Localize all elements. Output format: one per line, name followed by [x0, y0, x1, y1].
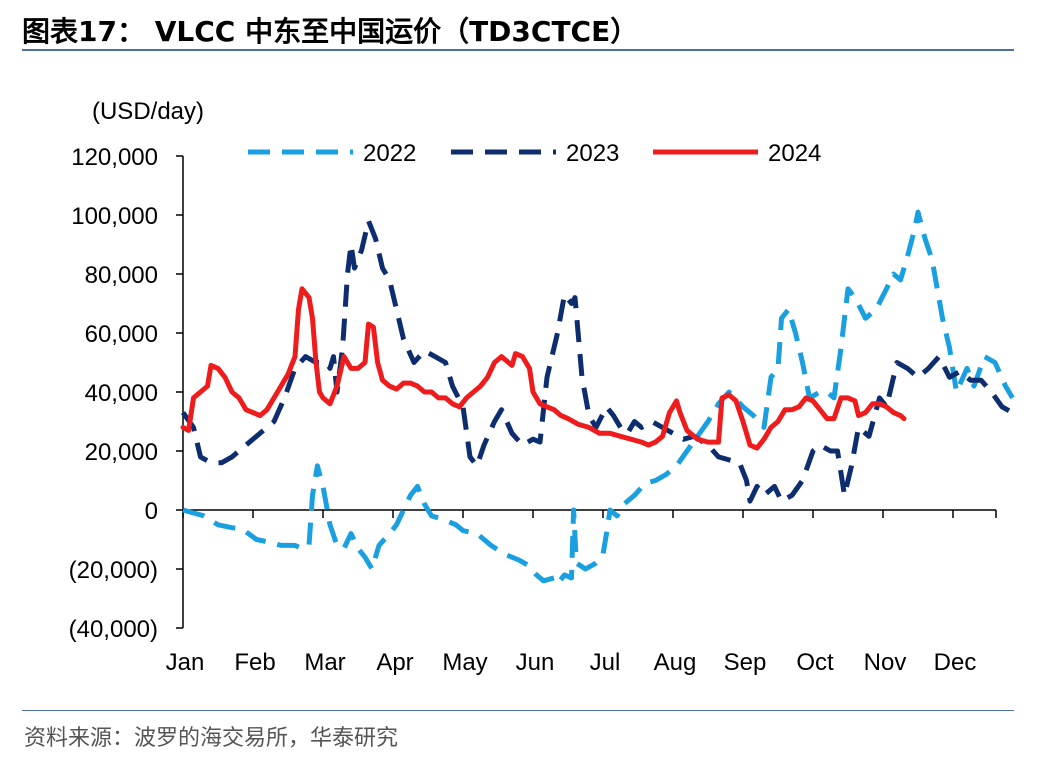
legend-label-2022: 2022 — [363, 140, 416, 167]
x-tick-label: May — [442, 649, 487, 676]
y-tick-label: 20,000 — [85, 439, 158, 466]
series-line-2023 — [180, 218, 1014, 504]
y-tick-label: 40,000 — [85, 380, 158, 407]
x-tick-label: Aug — [654, 649, 697, 676]
figure-title: 图表17： VLCC 中东至中国运价（TD3CTCE） — [22, 15, 639, 48]
y-tick-label: 120,000 — [71, 144, 158, 171]
x-tick-label: Dec — [934, 649, 977, 676]
source-note: 资料来源：波罗的海交易所，华泰研究 — [24, 726, 399, 751]
x-tick-label: Sep — [724, 649, 767, 676]
series-line-2024 — [180, 286, 907, 451]
title-divider — [22, 49, 1014, 51]
chart-series — [180, 209, 1015, 587]
source-divider — [22, 710, 1014, 711]
y-tick-label: 60,000 — [85, 321, 158, 348]
chart-legend: 2022 2023 2024 — [248, 140, 821, 167]
series-line-2022 — [182, 209, 1015, 587]
y-tick-label: 80,000 — [85, 262, 158, 289]
y-axis-label: (USD/day) — [92, 98, 204, 125]
x-tick-label: Oct — [796, 649, 834, 676]
legend-label-2024: 2024 — [768, 140, 821, 167]
y-tick-label: 0 — [145, 498, 158, 525]
x-tick-label: Nov — [864, 649, 907, 676]
legend-label-2023: 2023 — [566, 140, 619, 167]
chart-axes: 120,000 100,000 80,000 60,000 40,000 20,000 0 (… — [69, 144, 997, 676]
x-tick-label: Jul — [590, 649, 621, 676]
line-chart: 2022 2023 2024 120,000 100,000 80,000 60,000 4… — [69, 98, 1015, 676]
x-tick-label: Mar — [304, 649, 345, 676]
y-tick-label: (20,000) — [69, 557, 158, 584]
y-tick-label: (40,000) — [69, 616, 158, 643]
x-tick-label: Jan — [166, 649, 205, 676]
x-tick-label: Jun — [516, 649, 555, 676]
x-tick-label: Feb — [234, 649, 275, 676]
y-tick-label: 100,000 — [71, 203, 158, 230]
x-tick-label: Apr — [376, 649, 413, 676]
